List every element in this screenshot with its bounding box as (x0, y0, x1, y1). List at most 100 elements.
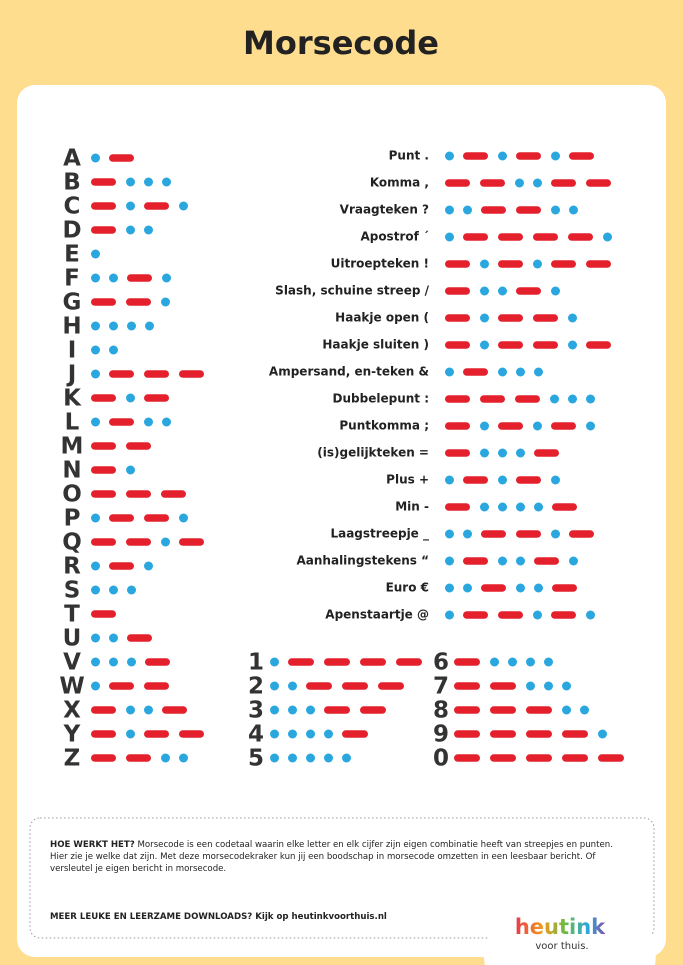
dash (454, 730, 480, 738)
dash (516, 476, 541, 484)
dot (480, 502, 489, 512)
dot (562, 681, 571, 691)
letter: L (65, 410, 80, 436)
dot (568, 394, 577, 404)
dash (324, 658, 350, 666)
dot (109, 345, 118, 355)
dash (109, 370, 134, 378)
dot (550, 394, 559, 404)
dash (445, 260, 470, 268)
dot (516, 556, 525, 566)
dot (498, 502, 507, 512)
dot (144, 225, 153, 235)
panel (17, 85, 666, 957)
digit: 4 (248, 722, 264, 748)
dot (288, 729, 297, 739)
dash (526, 730, 552, 738)
dash (490, 754, 516, 762)
dot (551, 286, 560, 296)
dash (445, 314, 470, 322)
letter: Q (62, 530, 82, 556)
dot (126, 705, 135, 715)
dot (288, 681, 297, 691)
dot (480, 313, 489, 323)
dash (445, 503, 470, 511)
dot (445, 367, 454, 377)
dot (498, 448, 507, 458)
dash (586, 179, 611, 187)
letter: E (64, 242, 80, 268)
dot (445, 232, 454, 242)
info-box (29, 817, 655, 939)
dash (360, 658, 386, 666)
dot (515, 178, 524, 188)
dot (463, 529, 472, 539)
dash (515, 395, 540, 403)
dash (126, 298, 151, 306)
dot (162, 177, 171, 187)
dash (454, 658, 480, 666)
dash (533, 341, 558, 349)
dash (445, 422, 470, 430)
dash (378, 682, 404, 690)
info-body: Morsecode is een codetaal waarin elke le… (50, 840, 613, 874)
letter: H (62, 314, 81, 340)
dot (179, 753, 188, 763)
dash (91, 202, 116, 210)
punctuation-label: Laagstreepje _ (330, 527, 429, 542)
dot (91, 417, 100, 427)
dash (127, 274, 152, 282)
dash (109, 682, 134, 690)
dash (324, 706, 350, 714)
dash (91, 706, 116, 714)
dot (463, 583, 472, 593)
dash (91, 178, 116, 186)
dash (91, 610, 116, 618)
letter: A (63, 146, 81, 172)
dot (516, 583, 525, 593)
dash (481, 206, 506, 214)
dash (526, 706, 552, 714)
dot (288, 753, 297, 763)
digit: 7 (433, 674, 449, 700)
dot (144, 177, 153, 187)
dash (481, 530, 506, 538)
letter: U (63, 626, 82, 652)
dot (516, 502, 525, 512)
info-heading: HOE WERKT HET? (50, 840, 135, 850)
dash (144, 514, 169, 522)
dot (126, 465, 135, 475)
dot (568, 340, 577, 350)
dash (463, 233, 488, 241)
digit: 8 (433, 698, 449, 724)
letter: M (61, 434, 84, 460)
dash (533, 314, 558, 322)
dash (179, 370, 204, 378)
digit: 2 (248, 674, 264, 700)
dash (360, 706, 386, 714)
dot (91, 153, 100, 163)
dot (498, 475, 507, 485)
dot (569, 556, 578, 566)
dash (144, 394, 169, 402)
digit: 1 (248, 650, 264, 676)
letter: R (63, 554, 81, 580)
downloads: MEER LEUKE EN LEERZAME DOWNLOADS? Kijk o… (50, 912, 387, 922)
dash (109, 154, 134, 162)
letter: B (63, 170, 81, 196)
dash (342, 682, 368, 690)
dot (445, 583, 454, 593)
dash (445, 449, 470, 457)
digit: 5 (248, 746, 264, 772)
dash (91, 730, 116, 738)
dash (516, 530, 541, 538)
letter: O (62, 482, 82, 508)
letter: X (63, 698, 81, 724)
dash (288, 658, 314, 666)
dot (445, 475, 454, 485)
punctuation-label: Plus + (386, 473, 429, 487)
dash (91, 226, 116, 234)
dot (161, 753, 170, 763)
dash (109, 514, 134, 522)
dot (498, 367, 507, 377)
